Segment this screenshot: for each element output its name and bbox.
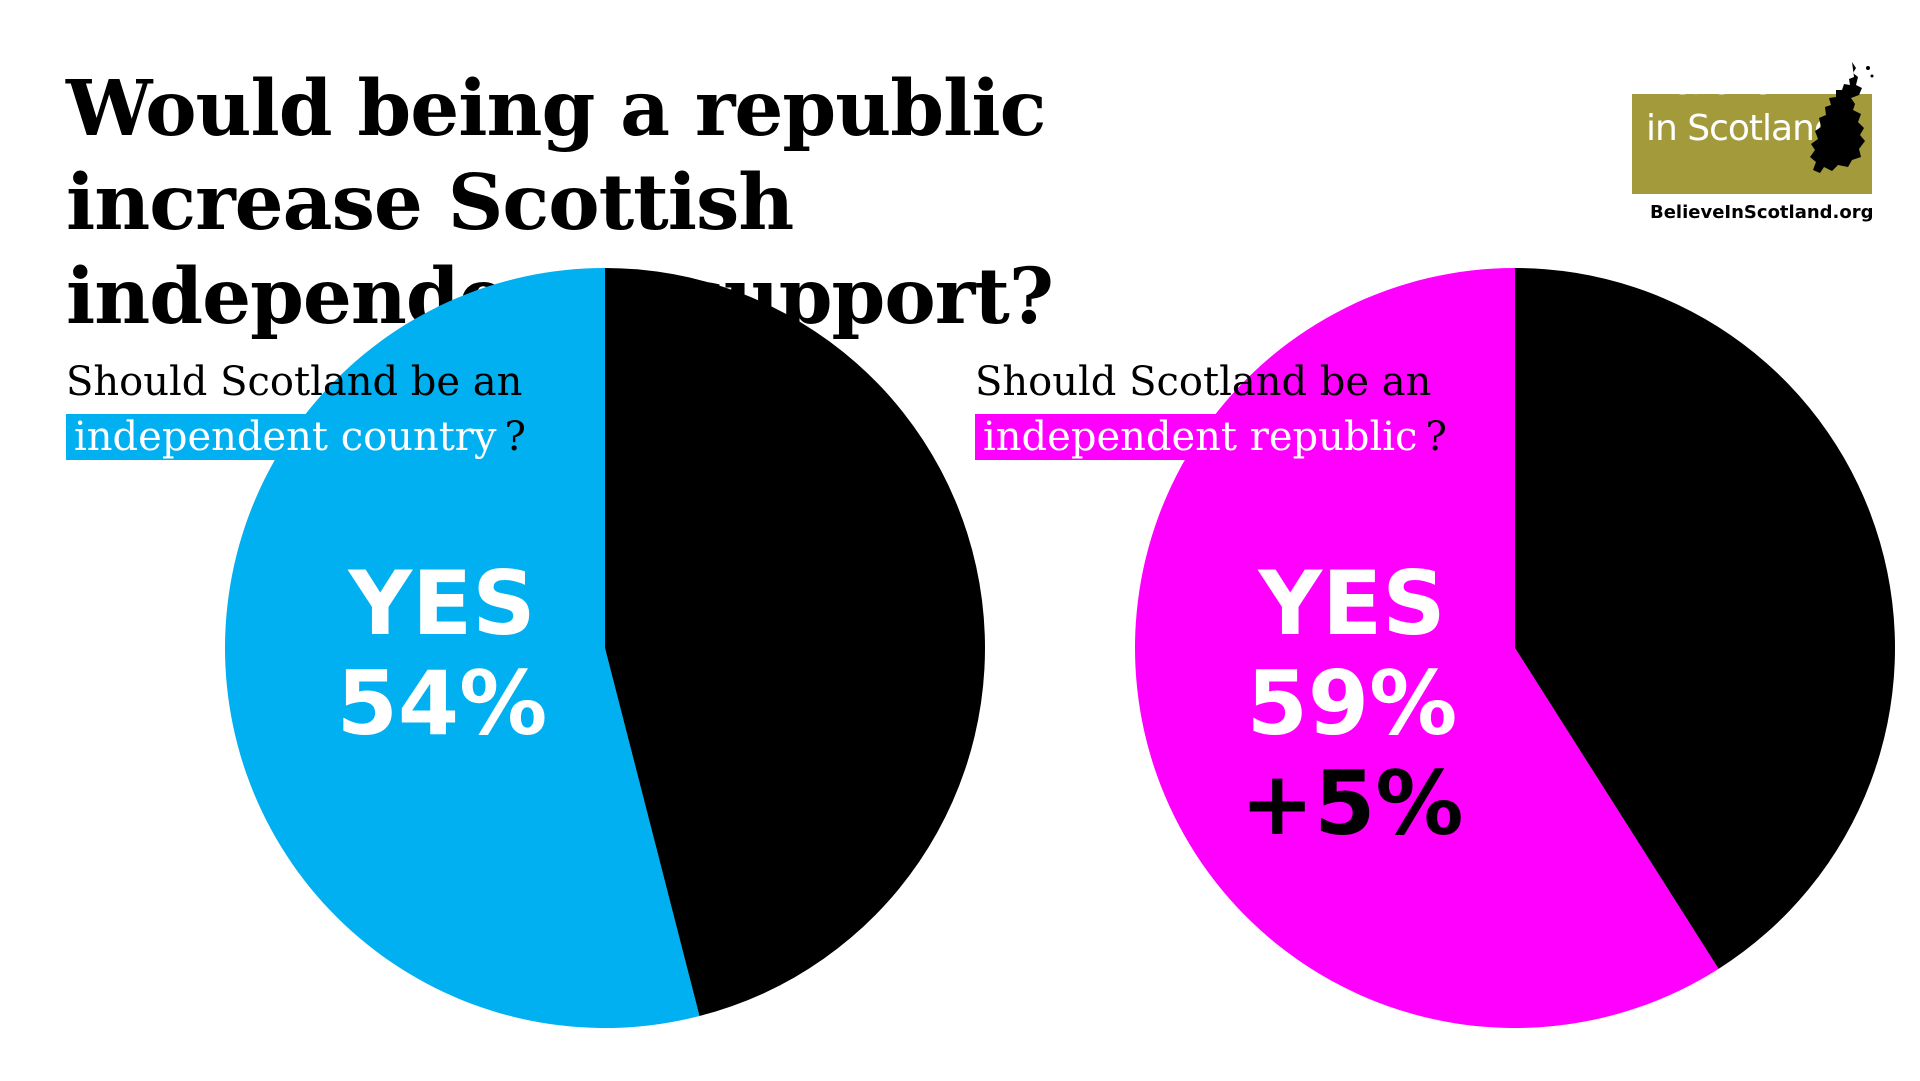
- question-mark: ?: [1425, 414, 1447, 460]
- pie-slice-no-republic: [1515, 268, 1896, 969]
- question-country: Should Scotland be an independent countr…: [66, 355, 526, 465]
- question-line1: Should Scotland be an: [66, 359, 523, 405]
- change-label-republic: +5%: [1240, 752, 1464, 855]
- yes-value-republic: 59%: [1246, 652, 1458, 755]
- pie-slice-no-country: [605, 268, 986, 1017]
- logo-text: Believe in Scotland: [1646, 60, 1837, 152]
- yes-value-country: 54%: [336, 652, 548, 755]
- question-line1: Should Scotland be an: [975, 359, 1432, 405]
- logo-url: BelieveInScotland.org: [1650, 202, 1874, 223]
- question-mark: ?: [504, 414, 526, 460]
- question-republic: Should Scotland be an independent republ…: [975, 355, 1447, 465]
- logo-line1: Believe: [1646, 62, 1772, 103]
- question-highlight: independent country: [66, 414, 505, 460]
- yes-label-republic: YES: [1258, 552, 1446, 655]
- chart-title: Would being a republic increase Scottish…: [66, 64, 1054, 342]
- scotland-map-icon: [1810, 62, 1874, 173]
- believe-in-scotland-logo: Believe in Scotland BelieveInScotland.or…: [1632, 58, 1882, 233]
- yes-label-country: YES: [348, 552, 536, 655]
- logo-line2: in Scotland: [1646, 108, 1837, 149]
- question-highlight: independent republic: [975, 414, 1426, 460]
